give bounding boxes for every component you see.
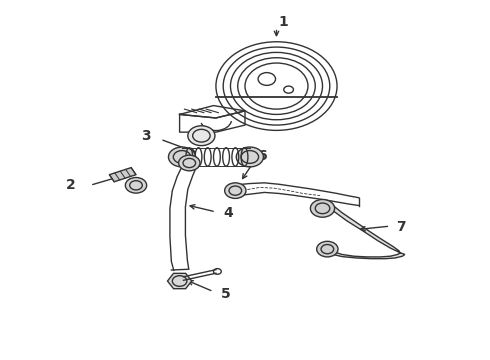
Polygon shape: [168, 273, 192, 289]
Circle shape: [310, 199, 335, 217]
Text: 6: 6: [257, 149, 267, 163]
Text: 5: 5: [221, 288, 230, 301]
Circle shape: [179, 155, 200, 171]
Text: 2: 2: [66, 178, 75, 192]
Polygon shape: [322, 201, 405, 259]
Circle shape: [125, 177, 147, 193]
Circle shape: [236, 147, 264, 167]
Polygon shape: [109, 168, 136, 182]
Circle shape: [317, 241, 338, 257]
Circle shape: [188, 126, 215, 145]
Circle shape: [224, 183, 246, 198]
Text: 3: 3: [141, 129, 150, 143]
Text: 7: 7: [396, 220, 406, 234]
Text: 1: 1: [279, 15, 289, 29]
Circle shape: [169, 147, 196, 167]
Text: 4: 4: [223, 206, 233, 220]
